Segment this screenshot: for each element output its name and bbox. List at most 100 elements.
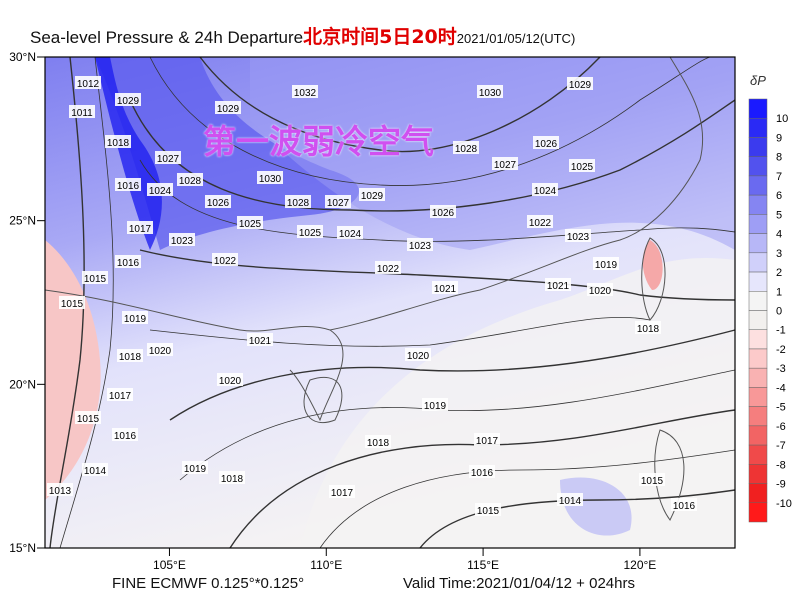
colorbar-swatch xyxy=(748,117,768,138)
isobar-label: 1027 xyxy=(325,195,351,209)
isobar-label: 1025 xyxy=(297,225,323,239)
lat-tick-label: 20°N xyxy=(9,377,36,391)
svg-text:1017: 1017 xyxy=(476,436,499,447)
isobar-label: 1029 xyxy=(215,101,241,115)
svg-text:1018: 1018 xyxy=(637,324,660,335)
isobar-label: 1019 xyxy=(593,257,619,271)
isobar-label: 1023 xyxy=(565,229,591,243)
isobar-label: 1013 xyxy=(47,483,73,497)
title-text: Sea-level Pressure & 24h Departure xyxy=(30,28,304,47)
negative-region-west xyxy=(45,240,101,500)
isobar-label: 1016 xyxy=(671,498,697,512)
colorbar-label: -2 xyxy=(776,344,786,356)
svg-text:1028: 1028 xyxy=(179,176,202,187)
colorbar-label: 7 xyxy=(776,171,782,183)
lon-tick-label: 115°E xyxy=(467,558,499,572)
isobar-label: 1022 xyxy=(527,215,553,229)
colorbar-swatch xyxy=(748,464,768,484)
svg-text:1018: 1018 xyxy=(119,352,142,363)
isobar-label: 1030 xyxy=(477,85,503,99)
colorbar-label: -5 xyxy=(776,402,786,414)
colorbar-swatch xyxy=(748,137,768,157)
isobar-line xyxy=(419,489,736,549)
isobar-label: 1021 xyxy=(247,333,273,347)
isobar-label: 1015 xyxy=(475,503,501,517)
isobar-line xyxy=(199,56,601,153)
isobar-label: 1032 xyxy=(292,85,318,99)
isobar-label: 1015 xyxy=(82,271,108,285)
south-pale-region xyxy=(300,258,735,548)
colorbar-label: 3 xyxy=(776,248,782,260)
isobar-label: 1018 xyxy=(105,135,131,149)
chart-title: Sea-level Pressure & 24h Departure北京时间5日… xyxy=(30,22,575,49)
svg-text:1024: 1024 xyxy=(534,186,557,197)
isobar-label: 1026 xyxy=(205,195,231,209)
colorbar-swatch xyxy=(748,233,768,254)
isobar-label: 1014 xyxy=(82,463,108,477)
svg-text:1017: 1017 xyxy=(331,488,354,499)
svg-text:1027: 1027 xyxy=(494,160,517,171)
isobar-label: 1028 xyxy=(177,173,203,187)
isobar-label: 1018 xyxy=(219,471,245,485)
lat-tick-label: 30°N xyxy=(9,50,36,64)
colorbar-title: δP xyxy=(750,73,766,88)
colorbar-swatch xyxy=(748,98,768,119)
negative-region-taiwan xyxy=(642,240,663,290)
colorbar-swatch xyxy=(748,310,768,330)
isobar-label: 1016 xyxy=(469,465,495,479)
colorbar-label: -1 xyxy=(776,325,786,337)
svg-text:1016: 1016 xyxy=(114,431,137,442)
svg-text:1028: 1028 xyxy=(455,144,478,155)
svg-text:1018: 1018 xyxy=(367,438,390,449)
colorbar-swatch xyxy=(748,406,768,427)
isobar-label: 1024 xyxy=(337,226,363,240)
svg-text:1019: 1019 xyxy=(184,464,207,475)
isobar-label: 1028 xyxy=(453,141,479,155)
colorbar-label: -4 xyxy=(776,382,786,394)
isobar-label: 1016 xyxy=(115,255,141,269)
isobar-label: 1019 xyxy=(422,398,448,412)
svg-text:1030: 1030 xyxy=(479,88,502,99)
svg-text:1024: 1024 xyxy=(339,229,362,240)
isobar-label: 1020 xyxy=(217,373,243,387)
svg-text:1020: 1020 xyxy=(219,376,242,387)
isobar-line xyxy=(149,56,711,186)
cold-air-annotation: 第一波弱冷空气 xyxy=(203,122,434,161)
model-label: FINE ECMWF 0.125°*0.125° xyxy=(112,575,305,592)
isobar-label: 1018 xyxy=(117,349,143,363)
isobar-label: 1016 xyxy=(115,178,141,192)
isobar-line xyxy=(139,249,736,301)
colorbar-swatch xyxy=(748,214,768,234)
positive-region-east xyxy=(250,57,735,250)
colorbar-swatch xyxy=(748,271,768,292)
colorbar-swatch xyxy=(748,348,768,369)
isobar-label: 1021 xyxy=(432,281,458,295)
svg-text:1014: 1014 xyxy=(84,466,107,477)
colorbar-label: -10 xyxy=(776,498,792,510)
core-high-region xyxy=(95,57,162,250)
svg-text:1032: 1032 xyxy=(294,88,317,99)
lat-tick-label: 25°N xyxy=(9,214,36,228)
colorbar-label: 2 xyxy=(776,267,782,279)
colorbar-label: -9 xyxy=(776,479,786,491)
svg-text:1016: 1016 xyxy=(673,501,696,512)
svg-text:1013: 1013 xyxy=(49,486,72,497)
isobar-label: 1016 xyxy=(112,428,138,442)
colorbar-swatch xyxy=(748,156,768,177)
isobar-label: 1023 xyxy=(169,233,195,247)
isobar-label: 1018 xyxy=(635,321,661,335)
isobar-label: 1014 xyxy=(557,493,583,507)
isobar-label: 1026 xyxy=(533,136,559,150)
isobar-label: 1029 xyxy=(115,93,141,107)
svg-text:1024: 1024 xyxy=(149,186,172,197)
isobar-label: 1015 xyxy=(639,473,665,487)
svg-text:1015: 1015 xyxy=(77,414,100,425)
svg-text:1014: 1014 xyxy=(559,496,582,507)
isobar-label: 1025 xyxy=(569,159,595,173)
svg-text:1015: 1015 xyxy=(477,506,500,517)
colorbar-swatch xyxy=(748,425,768,446)
lon-tick-label: 105°E xyxy=(153,558,186,572)
isobar-label: 1027 xyxy=(155,151,181,165)
svg-text:1019: 1019 xyxy=(124,314,147,325)
